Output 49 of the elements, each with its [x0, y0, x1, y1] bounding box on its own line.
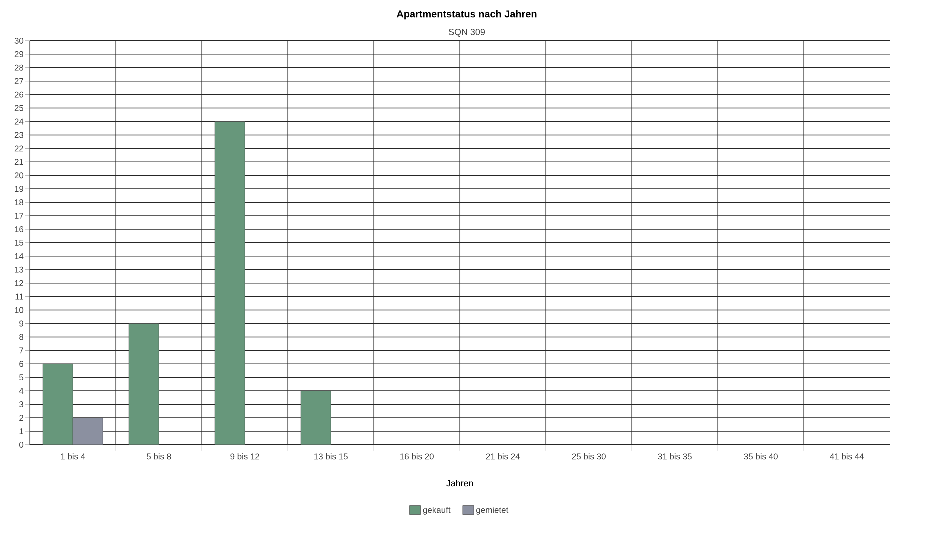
y-tick-label: 29	[14, 51, 24, 58]
y-tick-label: 26	[14, 92, 24, 98]
y-tick-label: 22	[14, 146, 24, 152]
y-tick-label: 19	[15, 186, 24, 192]
y-tick-label: 21	[14, 159, 24, 166]
bar	[300, 390, 332, 446]
y-tick-label: 4	[19, 388, 24, 394]
chart-subtitle: SQN 309	[448, 29, 486, 37]
legend-label: gekauft	[423, 506, 451, 515]
x-tick-label: 41 bis 44	[830, 453, 864, 460]
y-tick-label: 3	[20, 402, 24, 408]
x-tick-label: 31 bis 35	[658, 453, 692, 460]
x-axis-title: Jahren	[446, 480, 474, 487]
y-tick-label: 20	[14, 172, 24, 179]
y-tick-label: 14	[15, 253, 24, 260]
x-tick-label: 35 bis 40	[744, 453, 778, 460]
y-tick-label: 9	[20, 320, 24, 327]
y-tick-label: 27	[14, 78, 24, 84]
x-tick-label: 9 bis 12	[230, 453, 260, 460]
y-tick-label: 13	[15, 266, 24, 273]
x-tick-label: 25 bis 30	[572, 453, 606, 460]
bar	[128, 324, 160, 446]
y-tick-label: 30	[14, 38, 24, 44]
chart-title: Apartmentstatus nach Jahren	[396, 10, 537, 20]
x-tick-label: 21 bis 24	[486, 453, 520, 460]
x-tick-label: 1 bis 4	[61, 453, 86, 460]
y-tick-label: 0	[20, 442, 24, 448]
y-tick-label: 12	[15, 280, 24, 286]
legend-label: gemietet	[476, 506, 509, 515]
y-tick-label: 1	[20, 428, 24, 434]
y-tick-label: 24	[14, 118, 24, 125]
y-tick-label: 28	[14, 64, 24, 71]
y-tick-label: 2	[20, 415, 24, 421]
y-tick-label: 8	[20, 334, 24, 340]
y-tick-label: 16	[15, 226, 24, 232]
y-tick-label: 6	[20, 361, 24, 368]
y-tick-label: 23	[14, 132, 24, 138]
y-tick-label: 25	[14, 105, 24, 112]
y-tick-label: 18	[15, 200, 24, 206]
y-tick-label: 10	[15, 307, 24, 314]
y-tick-label: 11	[16, 294, 24, 300]
x-tick-label: 13 bis 15	[314, 453, 348, 460]
y-tick-label: 5	[20, 374, 24, 381]
y-tick-label: 15	[15, 240, 24, 246]
y-tick-label: 7	[20, 348, 24, 354]
bar	[214, 122, 246, 446]
x-tick-label: 16 bis 20	[400, 453, 434, 460]
x-tick-label: 5 bis 8	[146, 453, 172, 460]
y-tick-label: 17	[15, 213, 24, 219]
